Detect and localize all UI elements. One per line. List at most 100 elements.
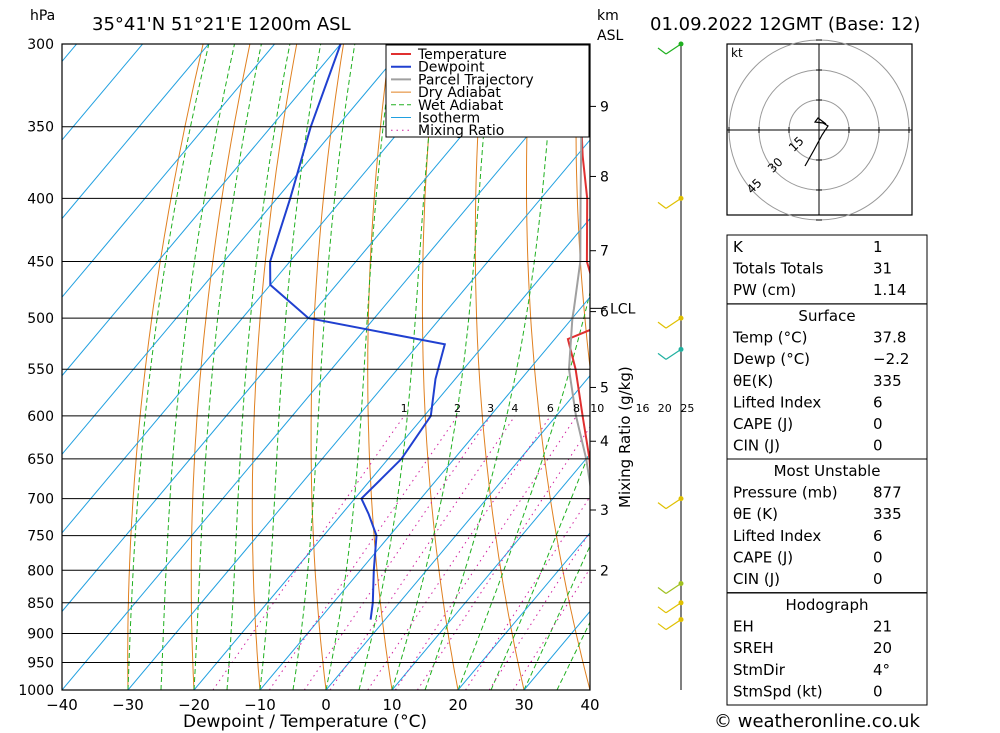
surface-row-value: 0 (873, 437, 883, 455)
hodograph_table-row-label: StmSpd (kt) (733, 682, 823, 700)
pressure-tick-label: 950 (27, 655, 54, 671)
most_unstable-row-value: 6 (873, 527, 883, 545)
temperature-tick-label: 20 (448, 696, 467, 714)
isotherm-line (62, 44, 342, 377)
datetime-title: 01.09.2022 12GMT (Base: 12) (650, 14, 920, 35)
pressure-tick-label: 350 (27, 120, 54, 136)
isotherm-line (325, 374, 590, 690)
isotherm-line (391, 453, 590, 690)
wind-barb (657, 617, 684, 631)
wind-barb-staff (665, 498, 682, 510)
temperature-tick-label: 30 (514, 696, 533, 714)
mixing-ratio-axis-title: Mixing Ratio (g/kg) (616, 366, 634, 508)
temperature-tick-label: 0 (321, 696, 331, 714)
legend-label: Dry Adiabat (418, 85, 501, 101)
hodograph_table-row-value: 4° (873, 661, 890, 679)
mixing-ratio-line (367, 415, 551, 690)
isobars (62, 43, 590, 691)
dry-adiabat-line (251, 44, 298, 690)
wet-adiabat-line (325, 44, 394, 690)
km-tick-label: 6 (600, 305, 609, 321)
wind-barb (657, 581, 684, 595)
isotherm-line (127, 139, 590, 690)
wind-barb (657, 315, 684, 329)
hodograph_table-row-label: SREH (733, 639, 774, 657)
surface-row-label: Dewp (°C) (733, 350, 810, 368)
wet-adiabat-line (259, 44, 322, 690)
pressure-tick-label: 500 (27, 311, 54, 327)
pressure-tick-label: 850 (27, 596, 54, 612)
hodograph_table-row-value: 20 (873, 639, 892, 657)
legend-label: Mixing Ratio (418, 123, 504, 139)
surface-title: Surface (798, 307, 855, 325)
dry-adiabats (127, 7, 1000, 690)
mixing-ratio-line (416, 426, 590, 690)
pressure-axis-labels: 300 350 400 450 500 550 600 650 700 750 800 850 900 9… (18, 37, 54, 699)
surface-row-value: 335 (873, 372, 902, 390)
wind-barb-flag (657, 623, 667, 631)
surface-row-label: Temp (°C) (732, 329, 807, 347)
km-axis: 9 8 7 6 5 4 3 2 LCL (590, 99, 636, 579)
most_unstable-row-value: 0 (873, 570, 883, 588)
pressure-tick-label: 600 (27, 409, 54, 425)
indices-box (726, 234, 928, 305)
asl-unit-label: ASL (597, 28, 623, 44)
surface-row-label: θE(K) (733, 372, 773, 390)
surface-row-label: CAPE (J) (733, 415, 793, 433)
hodograph_table-row-value: 0 (873, 682, 883, 700)
wind-barb-flag (657, 502, 667, 510)
dewpoint-line (269, 44, 447, 620)
mixing-ratio-line (512, 567, 590, 690)
km-tick-label: 2 (600, 563, 609, 579)
sounding-series (269, 44, 590, 620)
legend-label: Parcel Trajectory (418, 72, 534, 88)
wind-barb (657, 41, 684, 55)
indices-row-label: K (733, 238, 744, 256)
hodograph_table-title: Hodograph (785, 596, 868, 614)
wet-adiabat-line (193, 44, 262, 690)
wet-adiabat-line (160, 44, 236, 690)
mixing-ratio-label: 10 (590, 402, 604, 415)
hpa-unit-label: hPa (30, 8, 55, 24)
dry-adiabat-line (190, 44, 251, 690)
isotherm-line (62, 44, 210, 220)
wet-adiabat-line (127, 44, 210, 690)
plot-frame (61, 43, 591, 691)
mixing-ratio-label: 1 (401, 402, 408, 415)
pressure-tick-label: 1000 (18, 683, 54, 699)
mixing-ratio-label: 4 (511, 402, 518, 415)
dry-adiabat-line (946, 7, 1000, 690)
isotherm-line (62, 44, 276, 298)
most_unstable-box (726, 458, 928, 594)
surface-row-label: CIN (J) (733, 437, 780, 455)
isotherm-line (193, 217, 590, 690)
wind-barb-flag (657, 47, 667, 55)
mixing-ratio-label: 16 (636, 402, 650, 415)
most_unstable-title: Most Unstable (774, 462, 881, 480)
wind-barb (657, 600, 684, 614)
km-tick-label: 4 (600, 434, 609, 450)
km-tick-label: 9 (600, 99, 609, 115)
wind-barb-flag (657, 587, 667, 594)
isotherm-line (457, 532, 590, 690)
most_unstable-row-value: 877 (873, 484, 902, 502)
km-tick-label: 7 (600, 244, 609, 260)
wet-adiabats (127, 44, 590, 690)
most_unstable-row-value: 335 (873, 505, 902, 523)
surface-row-value: 37.8 (873, 329, 906, 347)
km-unit-label: km (597, 8, 619, 24)
x-axis-title: Dewpoint / Temperature (°C) (183, 712, 427, 732)
mixing-ratio-label: 20 (658, 402, 672, 415)
wind-barb-flag (657, 321, 667, 329)
wind-barb-staff (665, 583, 682, 595)
credit-footer: © weatheronline.co.uk (714, 711, 920, 732)
surface-row-label: Lifted Index (733, 393, 821, 411)
indices-row-value: 1 (873, 238, 883, 256)
wind-barb (657, 346, 684, 360)
km-tick-label: 8 (600, 169, 609, 185)
temperature-tick-label: 10 (382, 696, 401, 714)
indices-row-label: Totals Totals (732, 260, 824, 278)
wind-barb (657, 195, 684, 209)
